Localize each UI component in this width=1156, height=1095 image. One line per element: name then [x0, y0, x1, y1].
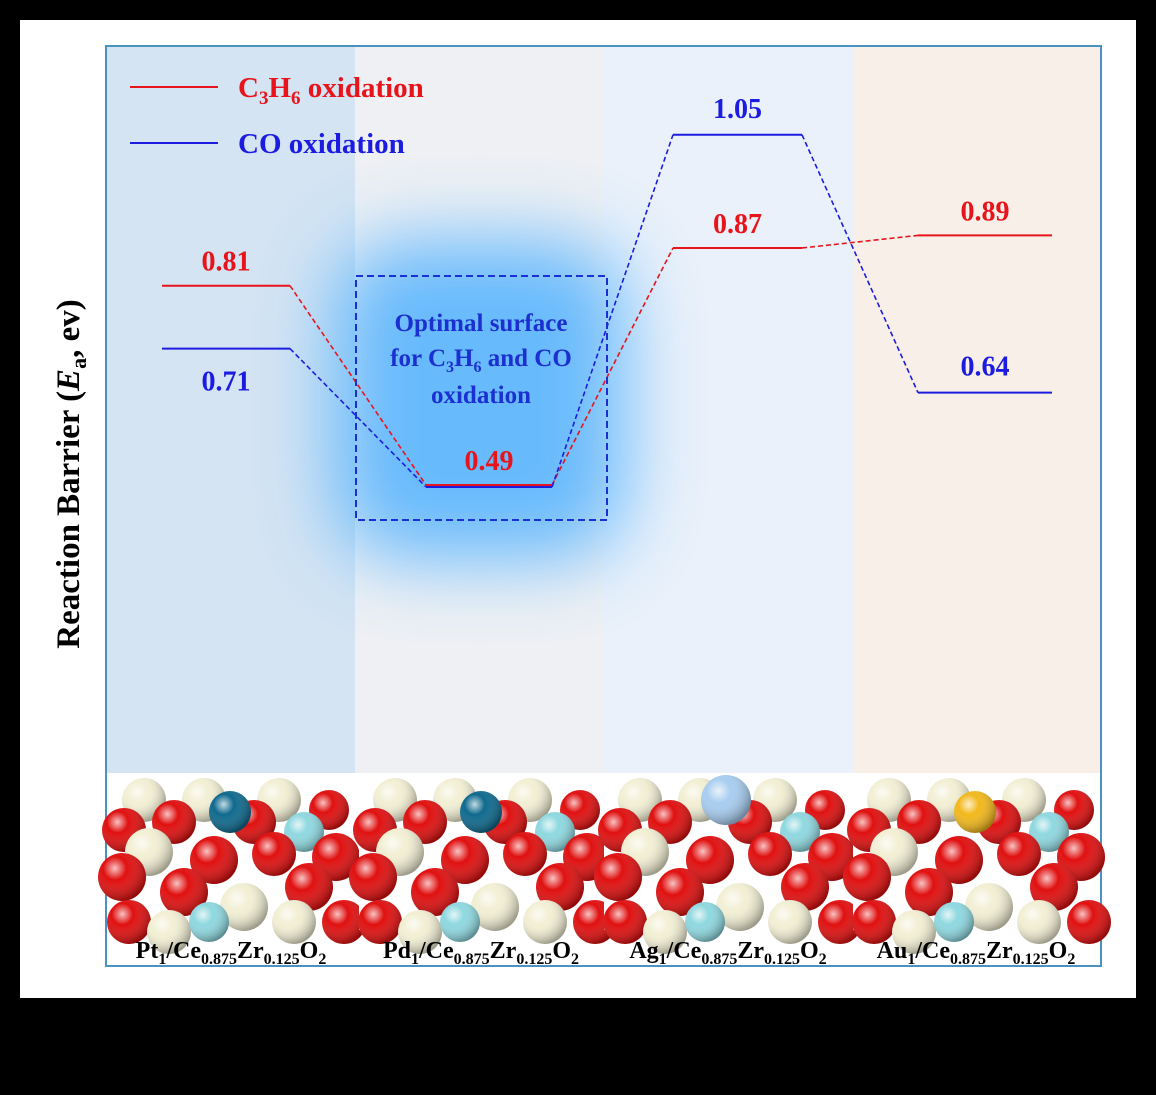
c3h6-value-label-1: 0.81 — [202, 247, 251, 278]
c3h6-value-label-2: 0.49 — [465, 446, 514, 477]
atom-shade-4-7 — [1029, 812, 1069, 852]
co-value-label-4: 0.64 — [961, 352, 1010, 383]
atom-shade-2-16 — [358, 900, 402, 944]
atom-shade-3-13 — [656, 868, 704, 916]
atom-shade-3-15 — [781, 863, 829, 911]
plot-frame — [105, 45, 1102, 967]
atom-shade-4-18 — [934, 902, 974, 942]
c3h6-value-label-4: 0.89 — [961, 196, 1010, 227]
atom-metal-shade-3 — [701, 775, 751, 825]
atom-shade-3-14 — [716, 883, 764, 931]
atom-metal-shade-4 — [954, 791, 996, 833]
atom-shade-1-18 — [189, 902, 229, 942]
structure-pd — [349, 778, 617, 954]
atom-shade-2-10 — [503, 832, 547, 876]
atom-shade-4-12 — [843, 853, 891, 901]
atom-shade-4-9 — [935, 836, 983, 884]
c3h6-value-label-3: 0.87 — [713, 209, 762, 240]
atom-shade-4-14 — [965, 883, 1013, 931]
co-connector-2 — [551, 134, 674, 488]
atom-shade-3-12 — [594, 853, 642, 901]
atom-shade-1-9 — [190, 836, 238, 884]
atom-shade-4-13 — [905, 868, 953, 916]
co-connector-1 — [289, 348, 427, 488]
atom-metal-shade-1 — [209, 791, 251, 833]
atom-shade-3-16 — [603, 900, 647, 944]
co-value-label-1: 0.71 — [202, 367, 251, 398]
atom-shade-1-12 — [98, 853, 146, 901]
category-label-3: Ag1/Ce0.875Zr0.125O2 — [629, 938, 826, 968]
atom-shade-1-7 — [284, 812, 324, 852]
atom-shade-2-17 — [398, 910, 442, 954]
optimal-surface-glow — [335, 240, 625, 560]
atom-shade-3-18 — [685, 902, 725, 942]
optimal-surface-annotation: Optimal surface for C3H6 and CO oxidatio… — [355, 275, 608, 521]
category-label-4: Au1/Ce0.875Zr0.125O2 — [877, 938, 1076, 968]
atom-metal-shade-2 — [460, 791, 502, 833]
structure-au — [843, 778, 1111, 954]
atom-shade-2-19 — [523, 900, 567, 944]
annotation-line-1: Optimal surface — [395, 310, 568, 337]
atom-shade-1-15 — [285, 863, 333, 911]
atom-shade-3-9 — [686, 836, 734, 884]
legend: C3H6 oxidation CO oxidation — [130, 72, 424, 160]
structure-ag — [594, 775, 862, 954]
atom-shade-1-19 — [272, 900, 316, 944]
legend-label-c3h6: C3H6 oxidation — [238, 72, 424, 109]
atom-shade-4-10 — [997, 832, 1041, 876]
category-label-1: Pt1/Ce0.875Zr0.125O2 — [136, 938, 327, 968]
atom-shade-4-16 — [852, 900, 896, 944]
atom-shade-1-16 — [107, 900, 151, 944]
co-value-label-3: 1.05 — [713, 94, 762, 125]
atom-shade-1-13 — [160, 868, 208, 916]
panel-background-4 — [853, 47, 1100, 773]
atom-shade-2-15 — [536, 863, 584, 911]
atom-shade-4-20 — [1067, 900, 1111, 944]
panel-backgrounds — [107, 47, 1100, 773]
atom-shade-1-17 — [147, 910, 191, 954]
atom-shade-3-10 — [748, 832, 792, 876]
atom-shade-2-7 — [535, 812, 575, 852]
series-layer: 0.81 0.49 0.87 0.89 0.71 1.05 0.64 — [162, 94, 1052, 488]
annotation-line-3: oxidation — [431, 382, 531, 409]
panel-background-1 — [107, 47, 355, 773]
co-connector-3 — [801, 134, 919, 393]
c3h6-connector-2 — [551, 247, 674, 486]
atom-shade-2-18 — [440, 902, 480, 942]
atom-shade-3-17 — [643, 910, 687, 954]
atom-shade-1-14 — [220, 883, 268, 931]
panel-background-3 — [604, 47, 853, 773]
atom-shade-2-13 — [411, 868, 459, 916]
atom-shade-4-15 — [1030, 863, 1078, 911]
y-axis-label: Reaction Barrier (Ea, ev) — [51, 299, 91, 648]
atom-shade-3-19 — [768, 900, 812, 944]
atom-shade-2-9 — [441, 836, 489, 884]
atom-shade-1-10 — [252, 832, 296, 876]
category-label-2: Pd1/Ce0.875Zr0.125O2 — [383, 938, 579, 968]
atom-shade-2-12 — [349, 853, 397, 901]
atom-shade-1-20 — [322, 900, 366, 944]
category-labels: Pt1/Ce0.875Zr0.125O2 Pd1/Ce0.875Zr0.125O2… — [136, 938, 1076, 968]
c3h6-connector-3 — [801, 234, 919, 249]
c3h6-connector-1 — [289, 285, 427, 486]
atom-shade-2-14 — [471, 883, 519, 931]
surface-structures — [98, 775, 1111, 954]
annotation-line-2: for C3H6 and CO — [390, 345, 572, 376]
legend-label-co: CO oxidation — [238, 128, 405, 160]
atom-shade-4-19 — [1017, 900, 1061, 944]
optimal-surface-box — [355, 275, 608, 521]
atom-shade-4-17 — [892, 910, 936, 954]
atom-shade-3-7 — [780, 812, 820, 852]
structure-pt — [98, 778, 366, 954]
atom-shade-3-20 — [818, 900, 862, 944]
